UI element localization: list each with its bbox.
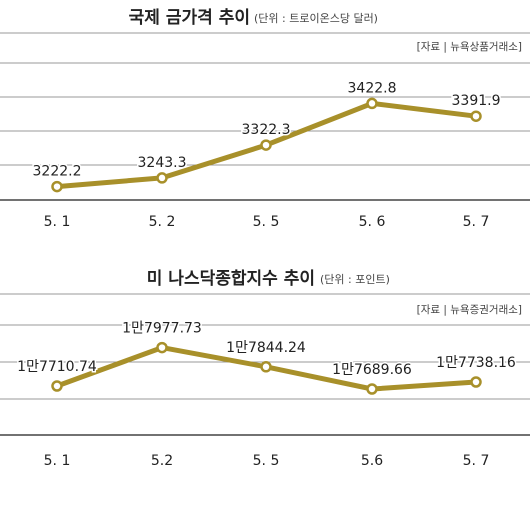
nasdaq-index-series: 1만7710.74 1만7977.73 1만7844.24 1만7689.66 1만77…: [16, 319, 517, 395]
gold-chart-source: [자료 | 뉴욕상품거래소]: [417, 41, 522, 53]
gold-data-label: 3222.2: [33, 164, 82, 180]
gold-x-tick-label: 5. 2: [149, 214, 176, 230]
nasdaq-data-point: [366, 383, 378, 395]
nasdaq-chart-title: 미 나스닥종합지수 추이: [147, 268, 315, 289]
gold-x-tick-label: 5. 1: [44, 214, 71, 230]
gold-data-label: 3243.3: [138, 155, 187, 171]
gold-x-tick-label: 5. 7: [463, 214, 490, 230]
nasdaq-data-point: [470, 376, 482, 388]
nasdaq-data-label: 1만7977.73: [122, 321, 202, 337]
nasdaq-data-label: 1만7844.24: [226, 340, 306, 356]
nasdaq-data-point: [156, 341, 168, 354]
nasdaq-x-tick-label: 5. 7: [463, 453, 490, 469]
nasdaq-x-tick-label: 5. 1: [44, 453, 71, 469]
nasdaq-data-point: [260, 361, 272, 373]
gold-data-point: [51, 180, 63, 193]
nasdaq-chart-panel: 미 나스닥종합지수 추이 (단위 : 포인트) [자료 | 뉴욕증권거래소] 1…: [0, 268, 530, 469]
nasdaq-x-tick-label: 5. 5: [253, 453, 280, 469]
nasdaq-x-tick-label: 5.2: [151, 453, 173, 469]
gold-x-tick-label: 5. 5: [253, 214, 280, 230]
gold-data-point: [260, 139, 272, 151]
gold-chart-title: 국제 금가격 추이: [129, 8, 250, 28]
gold-chart-unit: (단위 : 트로이온스당 달러): [254, 12, 378, 25]
gold-data-point: [156, 172, 168, 184]
nasdaq-x-tick-label: 5.6: [361, 453, 383, 469]
gold-data-label: 3391.9: [452, 93, 501, 109]
nasdaq-data-point: [51, 380, 63, 392]
nasdaq-data-label: 1만7710.74: [17, 359, 97, 375]
nasdaq-chart-source: [자료 | 뉴욕증권거래소]: [417, 304, 522, 316]
nasdaq-chart-unit: (단위 : 포인트): [320, 273, 390, 286]
nasdaq-data-label: 1만7689.66: [332, 362, 412, 378]
gold-data-point: [366, 97, 378, 110]
gold-data-point: [470, 110, 482, 122]
gold-price-series: 3222.2 3243.3 3322.3 3422.8 3391.9: [31, 79, 502, 193]
nasdaq-data-label: 1만7738.16: [436, 355, 516, 371]
gold-data-label: 3322.3: [242, 122, 291, 138]
gold-chart-panel: 국제 금가격 추이 (단위 : 트로이온스당 달러) [자료 | 뉴욕상품거래소…: [0, 8, 530, 230]
gold-data-label: 3422.8: [348, 80, 397, 96]
gold-x-tick-label: 5. 6: [359, 214, 386, 230]
